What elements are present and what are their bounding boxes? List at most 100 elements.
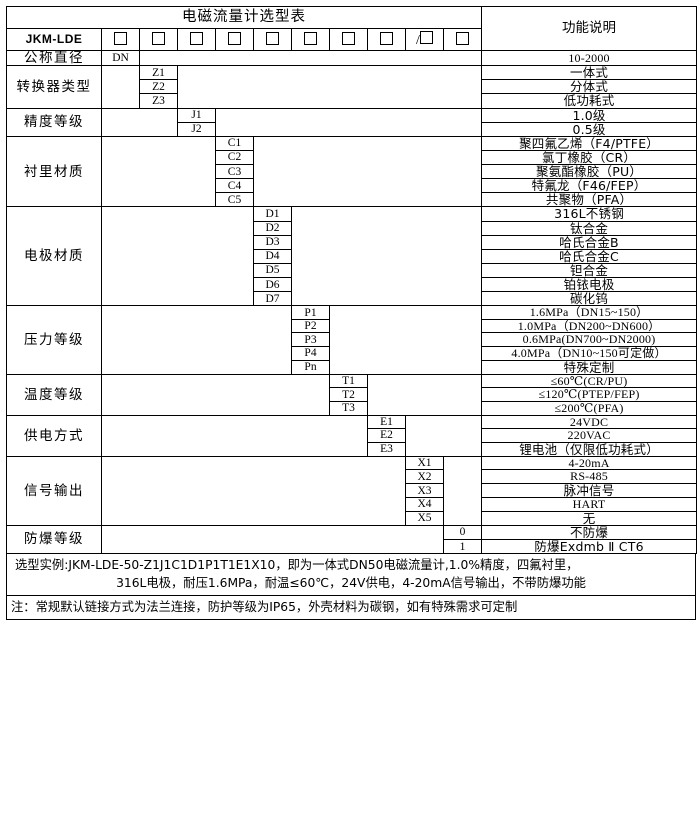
table-title: 电磁流量计选型表 — [5, 6, 483, 29]
table-row: 精度等级 J1 1.0级 — [6, 107, 698, 137]
desc-cell: 防爆Exdmb Ⅱ CT6 — [481, 539, 698, 555]
group-label-power: 供电方式 — [6, 414, 102, 457]
code-box-1[interactable] — [101, 28, 140, 51]
checkbox-icon — [152, 32, 165, 46]
desc-cell: 聚四氟乙烯（F4/PTFE） — [481, 135, 698, 151]
code-cell-z2: Z2 — [139, 79, 178, 95]
desc-cell: 钽合金 — [481, 262, 698, 279]
spacer-cell — [101, 414, 368, 457]
group-label-pressure: 压力等级 — [6, 305, 102, 375]
code-box-3[interactable] — [177, 28, 216, 51]
selection-spec-sheet: 电磁流量计选型表 功能说明 JKM-LDE / 公称直径 DN — [0, 6, 700, 816]
code-cell-ex0: 0 — [442, 524, 483, 541]
desc-cell: 316L不锈钢 — [481, 206, 698, 222]
table-row: 信号输出 X1 4-20mA — [6, 455, 698, 526]
table-row: C3 聚氨酯橡胶（PU） — [7, 164, 698, 180]
table-row: X4 HART — [7, 497, 698, 512]
table-row: C4 特氟龙（F46/FEP） — [7, 178, 698, 194]
spacer-cell — [101, 65, 140, 109]
code-box-9-slash[interactable]: / — [405, 28, 444, 51]
group-label-lining: 衬里材质 — [6, 135, 102, 208]
table-row: 衬里材质 C1 聚四氟乙烯（F4/PTFE） — [6, 135, 698, 208]
desc-cell: 钛合金 — [481, 220, 698, 236]
desc-cell: 锂电池（仅限低功耗式） — [481, 441, 698, 457]
table-row: 转换器类型 Z1 一体式 — [6, 65, 698, 109]
desc-cell: 哈氏合金B — [481, 234, 698, 250]
desc-cell: 特氟龙（F46/FEP） — [481, 178, 698, 194]
code-cell-t1: T1 — [329, 373, 368, 389]
desc-cell: 1.0级 — [481, 107, 698, 123]
desc-cell: 低功耗式 — [481, 93, 698, 109]
checkbox-icon — [304, 32, 317, 46]
code-cell-pn: Pn — [291, 359, 330, 375]
code-cell-d2: D2 — [253, 220, 292, 236]
code-cell-c3: C3 — [215, 164, 254, 180]
code-cell-t2: T2 — [329, 387, 368, 402]
table-row: 防爆等级 0 不防爆 — [6, 524, 698, 555]
desc-cell: 1.6MPa（DN15~150） — [481, 305, 698, 320]
code-box-5[interactable] — [253, 28, 292, 51]
table-row: P3 0.6MPa(DN700~DN2000) — [7, 332, 698, 348]
desc-cell: ≤60℃(CR/PU) — [481, 373, 698, 389]
spacer-cell — [404, 414, 483, 457]
spacer-cell — [138, 49, 483, 67]
spacer-cell — [442, 455, 483, 526]
checkbox-icon — [419, 30, 433, 44]
group-label-dn: 公称直径 — [6, 49, 102, 67]
table-row: C5 共聚物（PFA） — [7, 192, 698, 208]
code-cell-dn: DN — [101, 49, 140, 67]
desc-cell: 碳化钨 — [481, 291, 698, 307]
code-box-6[interactable] — [291, 28, 330, 51]
code-box-7[interactable] — [329, 28, 368, 51]
table-title-row: 电磁流量计选型表 功能说明 — [5, 6, 698, 51]
code-box-8[interactable] — [367, 28, 406, 51]
code-cell-j2: J2 — [177, 121, 216, 137]
desc-cell: 铂铱电极 — [481, 277, 698, 293]
description-column-header: 功能说明 — [481, 6, 698, 51]
code-box-2[interactable] — [139, 28, 178, 51]
group-label-signal: 信号输出 — [6, 455, 102, 526]
code-cell-d4: D4 — [253, 248, 292, 264]
code-cell-p3: P3 — [291, 332, 330, 348]
table-row: 供电方式 E1 24VDC — [6, 414, 698, 457]
code-box-4[interactable] — [215, 28, 254, 51]
code-cell-x5: X5 — [405, 510, 444, 526]
code-cell-c2: C2 — [215, 149, 254, 166]
code-cell-e2: E2 — [367, 428, 406, 443]
table-row: 公称直径 DN 10-2000 — [6, 49, 698, 67]
desc-cell: 氯丁橡胶（CR） — [481, 149, 698, 166]
desc-cell: RS-485 — [481, 469, 698, 485]
group-label-accuracy: 精度等级 — [6, 107, 102, 137]
table-row: D5 钽合金 — [7, 262, 698, 279]
desc-cell: 0.6MPa(DN700~DN2000) — [481, 332, 698, 348]
table-row: X5 无 — [7, 510, 698, 526]
code-cell-t3: T3 — [329, 400, 368, 416]
desc-cell: 共聚物（PFA） — [481, 192, 698, 208]
desc-cell: 24VDC — [481, 414, 698, 430]
desc-cell: 4-20mA — [481, 455, 698, 471]
spacer-cell — [101, 107, 178, 137]
desc-cell: 脉冲信号 — [481, 483, 698, 499]
group-label-converter: 转换器类型 — [6, 65, 102, 109]
spacer-cell — [366, 373, 483, 416]
checkbox-icon — [380, 32, 393, 46]
desc-cell: 4.0MPa（DN10~150可定做） — [481, 346, 698, 361]
code-cell-ex1: 1 — [442, 539, 483, 555]
code-cell-x1: X1 — [405, 455, 444, 471]
spacer-cell — [101, 305, 292, 375]
code-box-10[interactable] — [442, 28, 483, 51]
code-cell-e1: E1 — [367, 414, 406, 430]
general-note: 注：常规默认链接方式为法兰连接，防护等级为IP65，外壳材料为碳钢，如有特殊需求… — [7, 595, 695, 618]
spacer-cell — [101, 373, 330, 416]
code-cell-p2: P2 — [291, 318, 330, 334]
example-block: 选型实例:JKM-LDE-50-Z1J1C1D1P1T1E1X10，即为一体式D… — [7, 554, 695, 595]
code-cell-d6: D6 — [253, 277, 292, 293]
table-row: D2 钛合金 — [7, 220, 698, 236]
desc-cell: 无 — [481, 510, 698, 526]
slash-separator-icon: / — [416, 32, 420, 48]
code-cell-d5: D5 — [253, 262, 292, 279]
table-row: 压力等级 P1 1.6MPa（DN15~150） — [6, 305, 698, 375]
desc-cell: 哈氏合金C — [481, 248, 698, 264]
code-cell-c5: C5 — [215, 192, 254, 208]
desc-cell: 分体式 — [481, 79, 698, 95]
